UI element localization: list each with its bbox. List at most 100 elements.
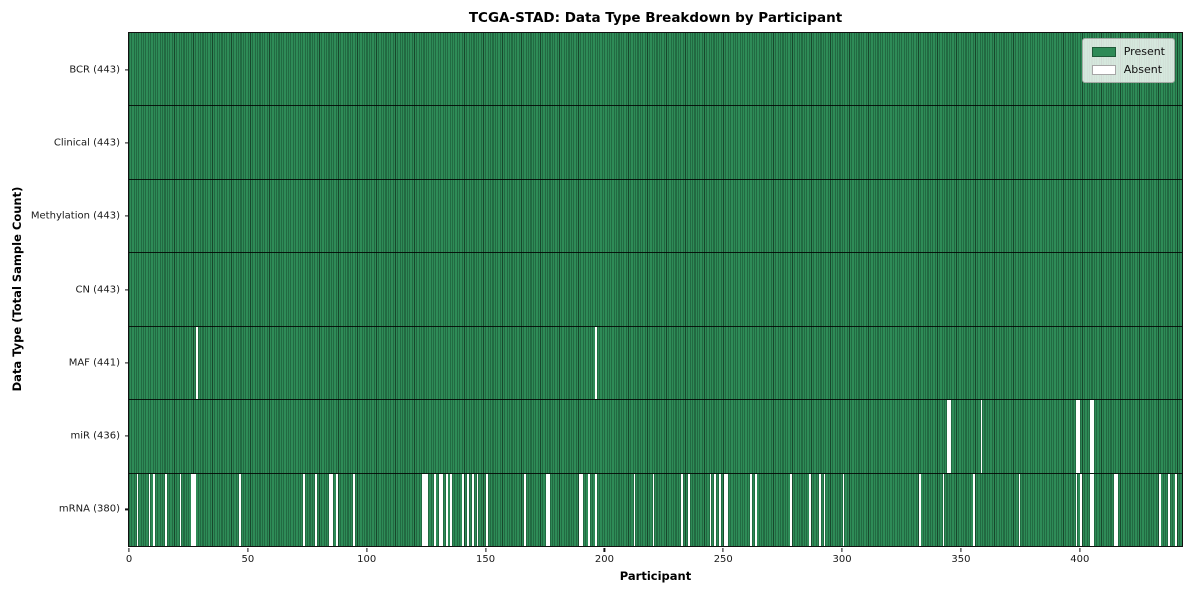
absent-mark [588, 473, 591, 546]
y-tick-mark [125, 362, 129, 364]
x-tick-mark [247, 547, 249, 552]
absent-mark [421, 473, 429, 546]
x-tick-label-300: 300 [832, 553, 852, 565]
chart-title: TCGA-STAD: Data Type Breakdown by Partic… [468, 10, 843, 26]
data-row-maf [129, 325, 1182, 400]
x-tick-label-250: 250 [713, 553, 733, 565]
y-axis: BCR (443) Clinical (443) Methylation (443)… [0, 33, 129, 546]
y-tick-label-maf: MAF (441) [68, 357, 120, 369]
absent-mark [942, 473, 945, 546]
absent-mark [918, 473, 921, 546]
absent-mark [973, 473, 976, 546]
absent-mark [709, 473, 712, 546]
absent-mark [1089, 473, 1095, 546]
absent-mark [191, 473, 196, 546]
absent-mark [148, 473, 151, 546]
absent-mark [471, 473, 474, 546]
absent-mark [450, 473, 453, 546]
x-tick-mark [128, 547, 130, 552]
absent-mark [578, 473, 583, 546]
absent-mark [980, 400, 983, 473]
x-tick-mark [1079, 547, 1081, 552]
absent-mark [467, 473, 469, 546]
x-tick-mark [603, 547, 605, 552]
absent-mark [336, 473, 339, 546]
x-tick-label-0: 0 [125, 553, 133, 565]
present-swatch [1091, 46, 1116, 57]
absent-mark [238, 473, 241, 546]
data-row-cn [129, 252, 1182, 325]
data-row-bcr [129, 33, 1182, 105]
y-tick-label-bcr: BCR (443) [69, 64, 120, 76]
absent-mark [1175, 473, 1178, 546]
x-tick-label-150: 150 [475, 553, 496, 565]
y-tick-mark [125, 215, 129, 217]
y-tick-mark [125, 435, 129, 437]
absent-mark [153, 473, 156, 546]
absent-mark [947, 400, 952, 473]
absent-mark [179, 473, 182, 546]
data-row-mir [129, 399, 1182, 473]
plot-area [128, 32, 1183, 547]
absent-mark [433, 473, 436, 546]
absent-mark [790, 473, 793, 546]
absent-mark [438, 473, 443, 546]
absent-mark [524, 473, 526, 546]
y-tick-label-methylation: Methylation (443) [30, 210, 120, 222]
x-tick-label-400: 400 [1070, 553, 1090, 565]
absent-mark [1080, 473, 1083, 546]
legend-item-absent: Absent [1091, 63, 1165, 76]
absent-mark [329, 473, 334, 546]
legend-label: Absent [1123, 63, 1163, 76]
data-row-mrna [129, 472, 1182, 546]
absent-swatch [1091, 64, 1116, 75]
y-tick-mark [125, 508, 129, 510]
y-tick-label-mir: miR (436) [70, 430, 120, 442]
legend-label: Present [1123, 45, 1165, 58]
absent-mark [136, 473, 139, 546]
absent-mark [445, 473, 448, 546]
absent-mark [754, 473, 757, 546]
y-tick-label-clinical: Clinical (443) [53, 137, 120, 149]
x-tick-label-350: 350 [951, 553, 971, 565]
absent-mark [595, 326, 598, 400]
absent-mark [196, 326, 198, 400]
x-tick-mark [484, 547, 487, 552]
absent-mark [1158, 473, 1161, 546]
y-axis-label: Data Type (Total Sample Count) [10, 186, 24, 392]
absent-mark [1075, 473, 1078, 546]
absent-mark [476, 473, 479, 546]
absent-mark [818, 473, 821, 546]
absent-mark [714, 473, 717, 546]
absent-mark [809, 473, 812, 546]
x-tick-mark [841, 547, 843, 552]
absent-mark [353, 473, 355, 546]
x-tick-label-100: 100 [357, 553, 377, 565]
absent-mark [719, 473, 721, 546]
absent-mark [1113, 473, 1118, 546]
x-tick-mark [722, 547, 724, 552]
y-tick-mark [125, 288, 129, 291]
absent-mark [688, 473, 690, 546]
absent-mark [652, 473, 655, 546]
absent-mark [681, 473, 683, 546]
data-row-clinical [129, 105, 1182, 178]
absent-mark [633, 473, 636, 546]
absent-mark [165, 473, 168, 546]
absent-mark [1018, 473, 1021, 546]
x-axis: 0 50 100 150 200 250 300 350 400 [125, 547, 1182, 578]
x-tick-label-200: 200 [594, 553, 614, 565]
data-row-methylation [129, 178, 1182, 252]
y-tick-mark [125, 142, 129, 144]
absent-mark [462, 473, 465, 546]
absent-mark [315, 473, 317, 546]
legend-item-present: Present [1091, 45, 1165, 58]
absent-mark [303, 473, 305, 546]
absent-mark [595, 473, 598, 546]
x-axis-label: Participant [619, 569, 692, 583]
absent-mark [1168, 473, 1171, 546]
x-tick-mark [366, 547, 368, 552]
absent-mark [749, 473, 752, 546]
y-tick-mark [125, 69, 129, 71]
